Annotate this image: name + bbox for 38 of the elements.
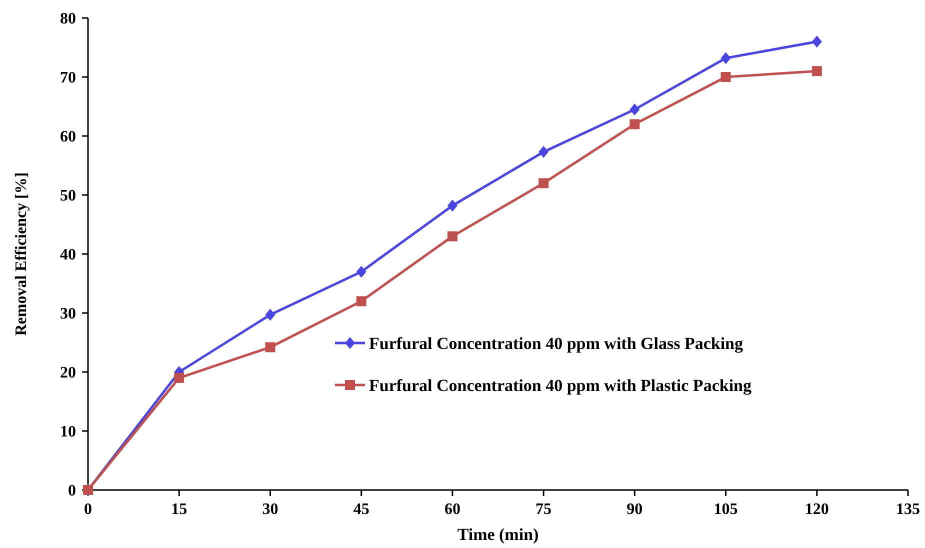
- point: [447, 231, 458, 242]
- y-tick-label: 0: [68, 482, 76, 500]
- x-tick-label: 15: [171, 501, 188, 518]
- x-tick-label: 120: [804, 501, 829, 518]
- point: [720, 52, 731, 64]
- point: [720, 72, 731, 82]
- point: [812, 66, 822, 76]
- y-tick-label: 50: [60, 188, 76, 205]
- y-axis-title: Removal Efficiency [%]: [13, 172, 30, 336]
- point: [356, 266, 366, 278]
- y-tick-label: 60: [60, 128, 76, 146]
- legend-label: Furfural Concentration 40 ppm with Plastic Packing: [369, 376, 752, 395]
- x-tick-label: 45: [353, 501, 370, 518]
- x-axis-title: Time (min): [457, 525, 539, 544]
- y-tick-label: 40: [60, 246, 76, 264]
- x-tick-label: 75: [536, 501, 552, 518]
- point: [265, 308, 276, 321]
- point: [265, 342, 276, 352]
- point: [356, 296, 366, 306]
- legend-label: Furfural Concentration 40 ppm with Glass Packing: [369, 334, 744, 353]
- point: [174, 372, 184, 383]
- point: [538, 146, 549, 158]
- point: [447, 200, 458, 212]
- y-tick-label: 30: [60, 306, 76, 323]
- y-tick-label: 80: [60, 10, 76, 28]
- x-tick-label: 135: [896, 501, 920, 518]
- y-tick-label: 70: [60, 70, 76, 87]
- y-tick-label: 20: [60, 364, 76, 382]
- point: [812, 36, 822, 48]
- y-tick-label: 10: [60, 424, 76, 441]
- point: [630, 119, 640, 130]
- x-tick-label: 60: [444, 501, 460, 518]
- x-tick-label: 90: [626, 501, 643, 518]
- point: [630, 103, 640, 116]
- x-tick-label: 105: [714, 501, 738, 518]
- x-tick-label: 0: [84, 501, 92, 518]
- x-tick-label: 30: [262, 501, 278, 518]
- point: [538, 178, 549, 188]
